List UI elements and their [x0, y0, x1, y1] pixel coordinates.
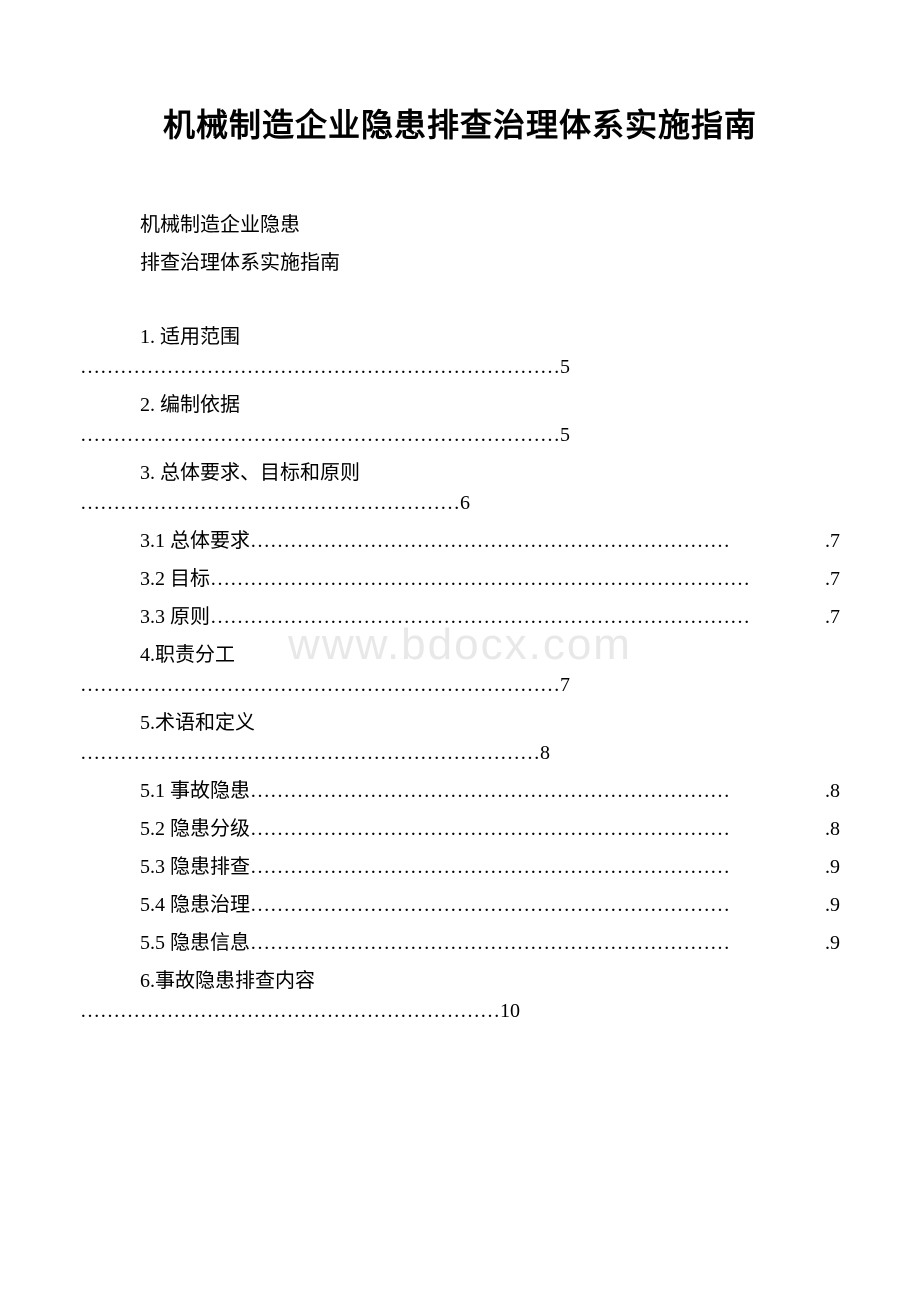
toc-dots: ……………………………………………………………… [250, 852, 825, 882]
toc-dots: ………………………………………………………………7 [80, 670, 840, 700]
toc-dots: ………………………………………………………10 [80, 996, 840, 1026]
toc-entry: 4.职责分工 ………………………………………………………………7 [80, 640, 840, 700]
toc-label: 4.职责分工 [140, 640, 840, 670]
toc-entry: 5.术语和定义 ……………………………………………………………8 [80, 708, 840, 768]
table-of-contents: 1. 适用范围 ………………………………………………………………5 2. 编制依… [80, 322, 840, 1026]
toc-label: 2. 编制依据 [140, 390, 840, 420]
toc-entry: 5.2 隐患分级 ……………………………………………………………… .8 [140, 814, 840, 844]
toc-label: 5.3 隐患排查 [140, 852, 250, 882]
toc-label: 5.术语和定义 [140, 708, 840, 738]
toc-page: .7 [825, 564, 840, 594]
toc-label: 5.1 事故隐患 [140, 776, 250, 806]
document-title: 机械制造企业隐患排查治理体系实施指南 [80, 100, 840, 146]
toc-label: 1. 适用范围 [140, 322, 840, 352]
toc-page: .9 [825, 928, 840, 958]
toc-label: 3. 总体要求、目标和原则 [140, 458, 840, 488]
toc-dots: ………………………………………………………………5 [80, 352, 840, 382]
toc-page: .9 [825, 890, 840, 920]
toc-entry: 3.1 总体要求 ……………………………………………………………… .7 [140, 526, 840, 556]
toc-entry: 5.1 事故隐患 ……………………………………………………………… .8 [140, 776, 840, 806]
toc-label: 5.2 隐患分级 [140, 814, 250, 844]
subtitle-line-2: 排查治理体系实施指南 [140, 244, 840, 282]
toc-dots: ……………………………………………………………… [250, 776, 825, 806]
toc-page: .7 [825, 526, 840, 556]
toc-page: .8 [825, 814, 840, 844]
toc-label: 5.4 隐患治理 [140, 890, 250, 920]
toc-dots: ……………………………………………………………… [250, 890, 825, 920]
toc-dots: ……………………………………………………………8 [80, 738, 840, 768]
toc-dots: ……………………………………………………………… [250, 928, 825, 958]
toc-label: 5.5 隐患信息 [140, 928, 250, 958]
subtitle-line-1: 机械制造企业隐患 [140, 206, 840, 244]
toc-entry: 3.2 目标 ……………………………………………………………………… .7 [140, 564, 840, 594]
toc-dots: ………………………………………………………………5 [80, 420, 840, 450]
toc-entry: 1. 适用范围 ………………………………………………………………5 [80, 322, 840, 382]
toc-page: .7 [825, 602, 840, 632]
document-content: 机械制造企业隐患排查治理体系实施指南 机械制造企业隐患 排查治理体系实施指南 1… [80, 100, 840, 1026]
toc-entry: 2. 编制依据 ………………………………………………………………5 [80, 390, 840, 450]
toc-label: 3.3 原则 [140, 602, 210, 632]
toc-page: .8 [825, 776, 840, 806]
toc-dots: ……………………………………………………………… [250, 526, 825, 556]
toc-entry: 5.4 隐患治理 ……………………………………………………………… .9 [140, 890, 840, 920]
toc-page: .9 [825, 852, 840, 882]
toc-entry: 6.事故隐患排查内容 ………………………………………………………10 [80, 966, 840, 1026]
toc-entry: 5.5 隐患信息 ……………………………………………………………… .9 [140, 928, 840, 958]
toc-label: 3.1 总体要求 [140, 526, 250, 556]
toc-dots: ……………………………………………………………… [250, 814, 825, 844]
toc-dots: ……………………………………………………………………… [210, 602, 825, 632]
toc-dots: …………………………………………………6 [80, 488, 840, 518]
toc-label: 6.事故隐患排查内容 [140, 966, 840, 996]
toc-entry: 3.3 原则 ……………………………………………………………………… .7 [140, 602, 840, 632]
toc-label: 3.2 目标 [140, 564, 210, 594]
toc-dots: ……………………………………………………………………… [210, 564, 825, 594]
toc-entry: 3. 总体要求、目标和原则 …………………………………………………6 [80, 458, 840, 518]
toc-entry: 5.3 隐患排查 ……………………………………………………………… .9 [140, 852, 840, 882]
